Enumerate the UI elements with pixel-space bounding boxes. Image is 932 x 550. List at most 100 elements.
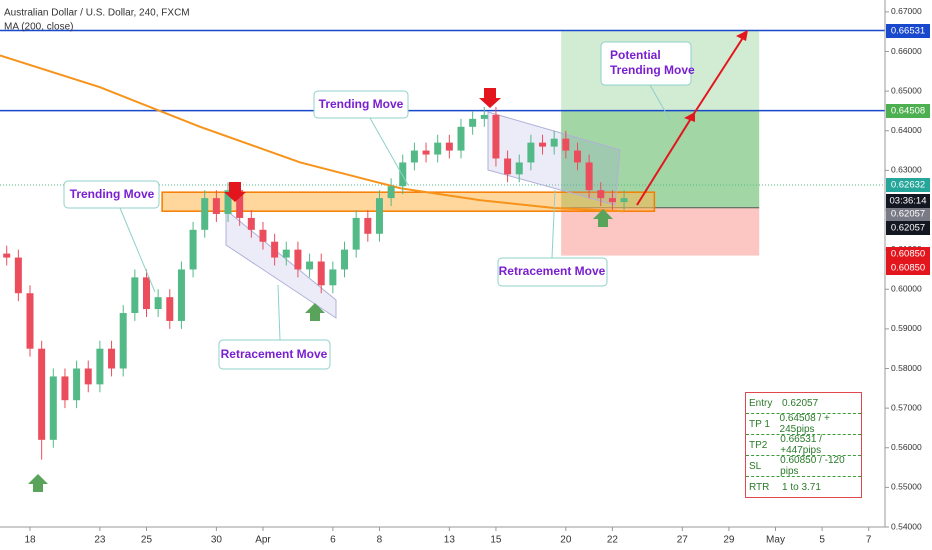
annotation: Trending Move [70,187,155,201]
candle-body [108,348,116,369]
info-label: TP2 [749,439,768,451]
candle-body [434,142,442,155]
candle-body [375,198,383,234]
y-tick-label: 0.60000 [891,284,922,294]
price-label-box [886,104,930,118]
candle-body [119,313,127,369]
candle-body [271,241,279,258]
info-row: TP 1 0.64508 / + 245pips [746,413,861,435]
candle-body [306,261,314,270]
price-label: 0.66531 [891,26,925,37]
info-row: SL 0.60850 / -120 pips [746,455,861,477]
candle-body [352,217,360,250]
candle-body [457,126,465,151]
price-label: 0.62057 [891,209,925,220]
trade-info-box: Entry 0.62057 TP 1 0.64508 / + 245pips TP2 0.… [745,392,862,498]
price-label-layer: 0.66531 0.64508 0.62632 0.62057 0.62057 0.608… [886,24,930,275]
y-tick-label: 0.63000 [891,165,922,175]
candle-body [236,190,244,218]
y-tick-label: 0.59000 [891,323,922,333]
candle-body [539,142,547,147]
candle-body [224,190,232,214]
indicator-label: MA (200, close) [4,22,73,33]
candle-body [399,162,407,187]
candle-body [445,142,453,151]
candle-body [562,138,570,151]
arrow-head [736,30,748,41]
x-tick-label: May [766,535,785,546]
candle-body [550,138,558,147]
countdown: 03:36:14 [890,196,927,207]
y-tick-label: 0.54000 [891,521,922,531]
countdown-box [886,194,930,208]
price-label-box [886,247,930,261]
info-value: 0.64508 / + 245pips [779,413,830,435]
x-tick-label: 20 [560,535,572,546]
y-tick-label: 0.56000 [891,442,922,452]
price-label: 0.64508 [891,106,925,117]
info-value: 0.66531 / +447pips [780,434,822,456]
candle-body [142,277,150,310]
x-tick-label: 22 [607,535,619,546]
price-label: 0.60850 [891,263,925,274]
candle-body [364,217,372,234]
candle-body [608,198,616,203]
candle-body [73,368,81,401]
stop-zone [561,207,760,256]
y-tick-label: 0.64000 [891,125,922,135]
y-tick-label: 0.65000 [891,85,922,95]
candle-body [422,150,430,155]
candle-body [61,376,69,401]
candle-body [515,162,523,175]
candle-body [247,217,255,230]
candle-body [154,297,162,310]
down-arrows [224,88,501,202]
projection-arrow [694,32,747,113]
x-tick-label: 25 [141,535,153,546]
info-value: 1 to 3.71 [782,481,821,493]
candle-body [341,249,349,270]
x-tick-label: 27 [677,535,689,546]
x-tick-label: 6 [330,535,336,546]
candle-body [49,376,57,440]
candle-body [84,368,92,385]
candle-body [504,158,512,175]
info-label: Entry [749,397,773,409]
candle-body [26,293,34,349]
front-layer [0,54,628,460]
annotation: Retracement Move [221,347,328,361]
candle-body [212,198,220,214]
arrow-head [684,112,695,122]
price-label-box [886,207,930,221]
y-tick-label: 0.57000 [891,402,922,412]
annotation: Potential [610,48,661,62]
annotation: Retracement Move [499,264,606,278]
price-label-box [886,221,930,235]
info-row: TP2 0.66531 / +447pips [746,434,861,456]
candle-body [317,261,325,286]
channel [225,208,337,319]
x-tick-label: 23 [94,535,106,546]
info-label: TP 1 [749,418,770,430]
up-arrows [28,209,613,492]
candle-body [469,118,477,127]
candle-body [492,114,500,159]
info-value: 0.62057 [782,397,819,409]
x-tick-label: 18 [24,535,36,546]
candle-body [410,150,418,163]
y-tick-label: 0.67000 [891,6,922,16]
x-tick-label: 5 [819,535,825,546]
candle-body [585,162,593,191]
info-value: 0.60850 / -120 pips [780,455,845,477]
info-row: RTR 1 to 3.71 [746,477,861,497]
candle-body [131,277,139,314]
chart-title: Australian Dollar / U.S. Dollar, 240, FX… [4,8,190,19]
candle-body [3,253,11,258]
info-label: RTR [749,481,770,493]
projection-arrow [636,111,696,206]
annotation: Trending Move [319,97,404,111]
annotation: Trending Move [610,63,695,77]
price-label-box [886,261,930,275]
